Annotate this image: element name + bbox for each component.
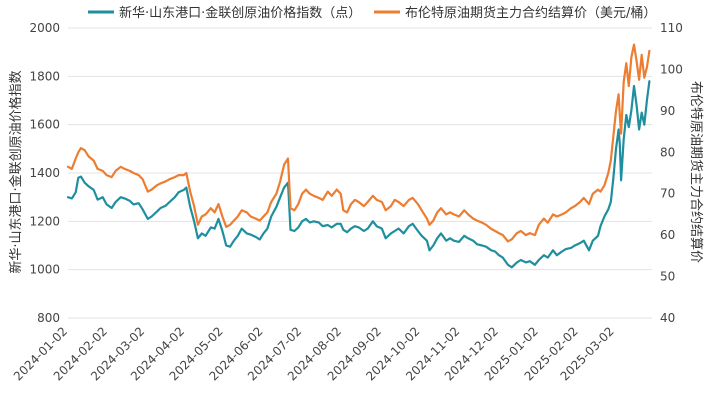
left-tick-label: 2000 <box>29 21 60 35</box>
left-tick-label: 1800 <box>29 69 60 83</box>
series-line-0 <box>66 80 651 269</box>
series-lines <box>66 43 651 269</box>
grid <box>68 27 652 319</box>
left-tick-label: 1400 <box>29 166 60 180</box>
right-tick-label: 40 <box>660 311 675 325</box>
left-tick-label: 800 <box>37 311 60 325</box>
left-axis-title: 新华·山东港口·金联创原油价格指数 <box>8 70 24 273</box>
legend: 新华·山东港口·金联创原油价格指数（点） 布伦特原油期货主力合约结算价（美元/桶… <box>88 5 656 21</box>
left-tick-label: 1600 <box>29 118 60 132</box>
right-tick-label: 80 <box>660 145 675 159</box>
right-axis-title: 布伦特原油期货主力合约结算价 <box>688 81 704 263</box>
left-axis-ticks: 800 1000 1200 1400 1600 1800 2000 <box>29 21 60 325</box>
right-tick-label: 110 <box>660 21 683 35</box>
right-axis-ticks: 40 50 60 70 80 90 100 110 <box>660 21 683 325</box>
legend-item-1: 布伦特原油期货主力合约结算价（美元/桶） <box>374 5 656 21</box>
right-tick-label: 50 <box>660 270 675 284</box>
x-axis-ticks: 2024-01-022024-02-022024-03-022024-04-02… <box>11 324 617 383</box>
legend-item-0: 新华·山东港口·金联创原油价格指数（点） <box>88 5 361 21</box>
left-tick-label: 1000 <box>29 263 60 277</box>
legend-label-0: 新华·山东港口·金联创原油价格指数（点） <box>119 5 361 21</box>
right-tick-label: 70 <box>660 187 675 201</box>
right-tick-label: 100 <box>660 62 683 76</box>
legend-label-1: 布伦特原油期货主力合约结算价（美元/桶） <box>405 5 656 21</box>
right-tick-label: 60 <box>660 228 675 242</box>
right-tick-label: 90 <box>660 104 675 118</box>
series-line-1 <box>66 43 651 243</box>
left-tick-label: 1200 <box>29 214 60 228</box>
